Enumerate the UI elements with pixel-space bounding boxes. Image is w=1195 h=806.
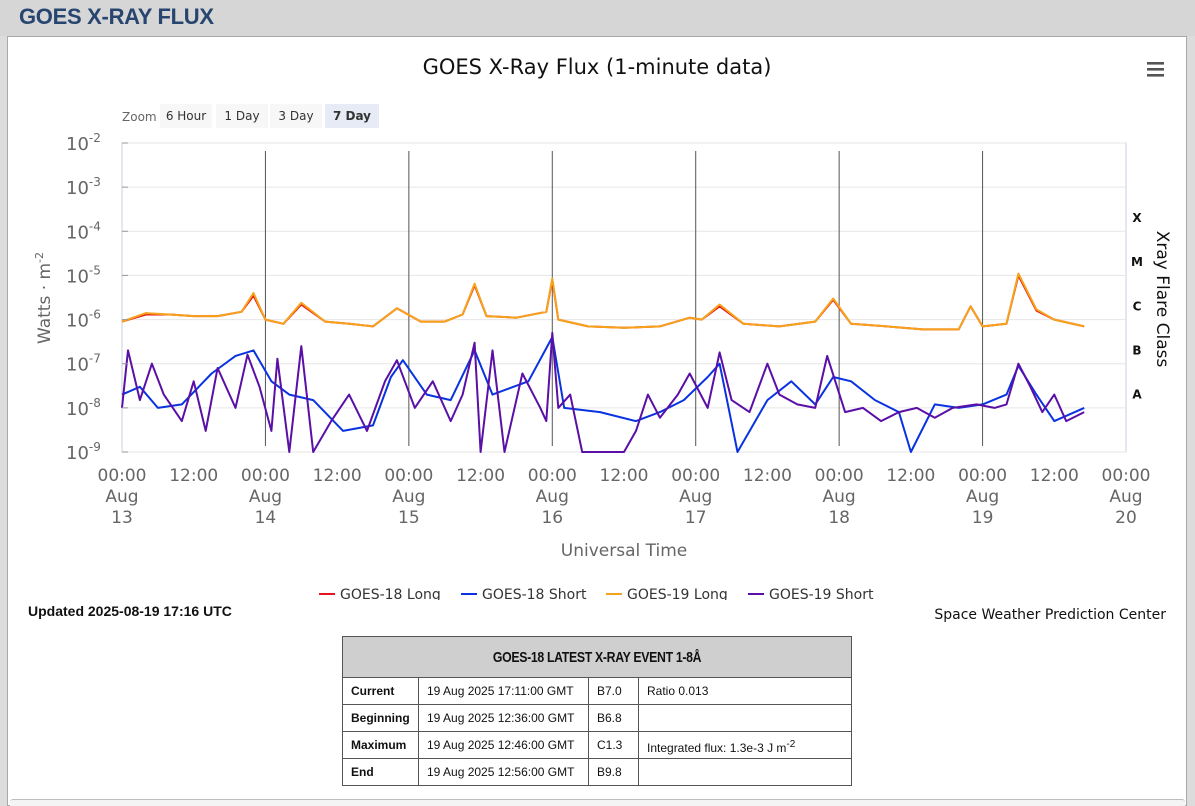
y-tick-label: 10-7 (66, 352, 101, 376)
zoom-button-label: 1 Day (224, 109, 259, 123)
x-tick-label: 00:00 Aug 19 (958, 466, 1007, 528)
event-label: Current (342, 677, 419, 705)
flare-class-label: C (1133, 299, 1142, 313)
event-row-current: Current 19 Aug 2025 17:11:00 GMT B7.0 Ratio… (342, 677, 852, 705)
event-time: 19 Aug 2025 17:11:00 GMT (418, 677, 589, 705)
y-tick-label: 10-4 (66, 219, 101, 243)
latest-xray-event-table: GOES-18 LATEST X-RAY EVENT 1-8Å Current 1… (342, 636, 852, 786)
y-axis-title-text: Watts · m (35, 263, 55, 344)
y-tick-label: 10-5 (66, 263, 101, 287)
event-extra (638, 758, 852, 786)
legend-item[interactable]: GOES-19 Long (606, 587, 728, 600)
x-tick-label: 12:00 (169, 466, 218, 486)
legend-label: GOES-18 Short (482, 587, 587, 600)
chart-title: GOES X-Ray Flux (1-minute data) (423, 55, 772, 79)
event-class: B6.8 (588, 704, 639, 732)
right-axis-title: Xray Flare Class (1152, 231, 1172, 368)
flare-class-labels: X M C B A (1131, 211, 1143, 402)
updated-timestamp: Updated 2025-08-19 17:16 UTC (28, 603, 232, 619)
y-tick-label: 10-8 (66, 396, 101, 420)
zoom-button-label: 7 Day (333, 109, 371, 123)
zoom-button-bg (325, 104, 379, 128)
legend-item[interactable]: GOES-18 Short (461, 587, 587, 600)
event-class: C1.3 (588, 731, 639, 759)
legend-item[interactable]: GOES-19 Short (748, 587, 874, 600)
x-tick-label: 00:00 Aug 13 (98, 466, 147, 528)
xray-flux-chart: GOES X-Ray Flux (1-minute data) Zoom 6 H… (33, 55, 1172, 600)
x-tick-label: 00:00 Aug 18 (815, 466, 864, 528)
x-tick-label: 12:00 (743, 466, 792, 486)
event-label: Maximum (342, 731, 419, 759)
zoom-label: Zoom (122, 110, 157, 124)
legend-label: GOES-19 Long (627, 587, 728, 600)
zoom-button-label: 6 Hour (166, 109, 206, 123)
plot-area (121, 142, 1127, 453)
page-title: GOES X-RAY FLUX (19, 4, 214, 29)
event-label: Beginning (342, 704, 419, 732)
flare-class-label: B (1132, 343, 1141, 357)
event-extra-exponent: -2 (786, 739, 796, 750)
x-axis-title: Universal Time (561, 541, 687, 561)
event-extra (638, 704, 852, 732)
event-row-beginning: Beginning 19 Aug 2025 12:36:00 GMT B6.8 (342, 704, 852, 732)
event-row-end: End 19 Aug 2025 12:56:00 GMT B9.8 (342, 758, 852, 786)
event-time: 19 Aug 2025 12:56:00 GMT (418, 758, 589, 786)
x-axis-ticks: 00:00 Aug 13 12:00 00:00 Aug 14 12:00 00:00 Aug 15… (98, 466, 1151, 528)
flare-class-label: M (1131, 255, 1143, 269)
y-tick-label: 10-6 (66, 308, 101, 332)
panel-footer-edge (10, 799, 1185, 806)
y-axis-title: Watts · m-2 (33, 252, 55, 344)
event-class: B9.8 (588, 758, 639, 786)
x-tick-label: 00:00 Aug 14 (241, 466, 290, 528)
zoom-buttons: 6 Hour 1 Day 3 Day 7 Day (160, 104, 379, 128)
series-line-goes-19-short (121, 331, 1085, 453)
y-axis-title-exponent: -2 (33, 252, 46, 263)
event-time: 19 Aug 2025 12:36:00 GMT (418, 704, 589, 732)
y-tick-label: 10-9 (66, 440, 101, 464)
x-tick-label: 00:00 Aug 15 (384, 466, 433, 528)
legend-label: GOES-19 Short (769, 587, 874, 600)
legend-label: GOES-18 Long (340, 587, 441, 600)
x-tick-label: 00:00 Aug 17 (671, 466, 720, 528)
zoom-button-3-day[interactable]: 3 Day (270, 104, 322, 128)
plot-background (121, 142, 1127, 453)
event-extra: Ratio 0.013 (638, 677, 852, 705)
event-extra: Integrated flux: 1.3e-3 J m-2 (638, 731, 852, 759)
zoom-button-bg (160, 104, 212, 128)
x-tick-label: 12:00 (313, 466, 362, 486)
event-time: 19 Aug 2025 12:46:00 GMT (418, 731, 589, 759)
event-table-title: GOES-18 LATEST X-RAY EVENT 1-8Å (342, 636, 852, 678)
legend-item[interactable]: GOES-18 Long (319, 587, 441, 600)
page-header: GOES X-RAY FLUX (0, 0, 1195, 36)
hamburger-menu-icon[interactable] (1144, 58, 1168, 80)
zoom-button-6-hour[interactable]: 6 Hour (160, 104, 212, 128)
zoom-button-bg (270, 104, 322, 128)
chart-legend: GOES-18 Long GOES-18 Short GOES-19 Long GOE… (319, 587, 874, 600)
x-tick-label: 00:00 Aug 20 (1102, 466, 1151, 528)
x-tick-label: 12:00 (600, 466, 649, 486)
event-class: B7.0 (588, 677, 639, 705)
y-tick-label: 10-3 (66, 175, 101, 199)
event-row-maximum: Maximum 19 Aug 2025 12:46:00 GMT C1.3 Integ… (342, 731, 852, 759)
x-tick-label: 00:00 Aug 16 (528, 466, 577, 528)
flare-class-label: X (1132, 211, 1142, 225)
event-label: End (342, 758, 419, 786)
zoom-button-label: 3 Day (278, 109, 313, 123)
x-tick-label: 12:00 (1030, 466, 1079, 486)
zoom-button-7-day[interactable]: 7 Day (325, 104, 379, 128)
day-markers (264, 151, 984, 446)
zoom-button-1-day[interactable]: 1 Day (216, 104, 268, 128)
series-lines (121, 272, 1085, 453)
zoom-button-bg (216, 104, 268, 128)
x-tick-label: 12:00 (456, 466, 505, 486)
flare-class-label: A (1132, 388, 1142, 402)
y-tick-label: 10-2 (66, 131, 101, 155)
y-axis-ticks: 10-2 10-3 10-4 10-5 10-6 10-7 10-8 10-9 (66, 131, 128, 464)
credit-text: Space Weather Prediction Center (934, 607, 1166, 623)
x-tick-label: 12:00 (886, 466, 935, 486)
series-line-goes-19-long (121, 272, 1085, 331)
